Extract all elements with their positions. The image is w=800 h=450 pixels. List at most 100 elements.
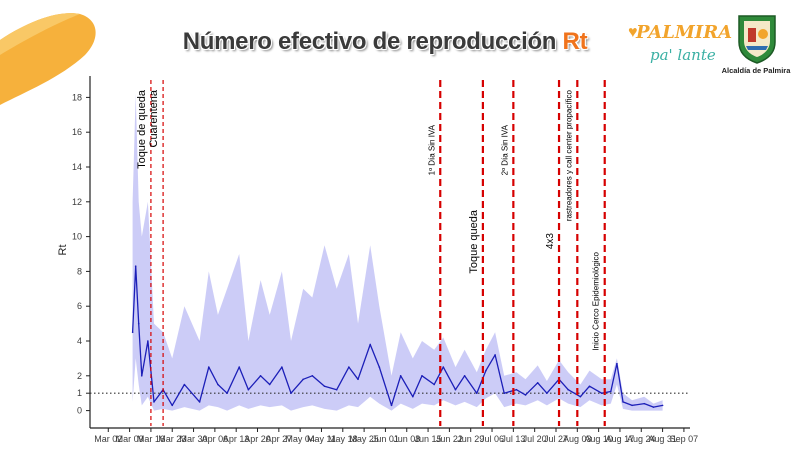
x-tick-label: Mar 02 bbox=[94, 434, 122, 444]
y-tick-label: 4 bbox=[77, 336, 82, 346]
y-tick-label: 16 bbox=[72, 127, 82, 137]
x-tick-label: Jun 08 bbox=[393, 434, 420, 444]
y-tick-label: 14 bbox=[72, 162, 82, 172]
event-label: Inicio Cerco Epidemiológico bbox=[592, 251, 601, 350]
rt-point bbox=[183, 383, 186, 386]
x-tick-label: Apr 20 bbox=[244, 434, 271, 444]
x-tick-label: May 18 bbox=[328, 434, 358, 444]
rt-point bbox=[610, 390, 612, 393]
x-tick-label: Mar 23 bbox=[158, 434, 186, 444]
event-label: 4x3 bbox=[545, 233, 556, 250]
event-label: Cuarentena bbox=[148, 89, 160, 147]
rt-point bbox=[238, 366, 241, 368]
rt-point bbox=[290, 392, 292, 395]
x-tick-label: Apr 27 bbox=[266, 434, 293, 444]
x-tick-label: Aug 31 bbox=[648, 434, 677, 444]
rt-point bbox=[171, 404, 174, 407]
rt-point bbox=[335, 388, 338, 391]
event-label: 2º Día Sin IVA bbox=[500, 124, 509, 175]
rt-point bbox=[524, 394, 527, 396]
y-tick-label: 1 bbox=[77, 388, 82, 398]
x-tick-label: Mar 30 bbox=[180, 434, 208, 444]
rt-point bbox=[390, 404, 393, 407]
corner-decoration bbox=[0, 13, 96, 106]
rt-point bbox=[616, 362, 618, 365]
rt-point bbox=[311, 375, 314, 377]
rt-point bbox=[153, 401, 155, 403]
rt-point bbox=[198, 401, 201, 403]
y-tick-label: 10 bbox=[72, 232, 82, 242]
x-tick-label: Jul 13 bbox=[501, 434, 525, 444]
rt-point bbox=[226, 392, 228, 395]
rt-point bbox=[600, 392, 603, 395]
rt-point bbox=[302, 378, 304, 381]
rt-point bbox=[643, 402, 646, 405]
x-tick-label: Jun 22 bbox=[436, 434, 463, 444]
brand-name: PALMIRA bbox=[636, 22, 733, 43]
title-main: Número efectivo de reproducción bbox=[182, 28, 563, 55]
rt-point bbox=[369, 343, 372, 346]
brand-slogan: pa' lante bbox=[650, 46, 716, 64]
municipal-seal-icon bbox=[738, 15, 776, 64]
rt-point bbox=[579, 395, 582, 398]
rt-point bbox=[137, 322, 140, 325]
rt-point bbox=[536, 381, 539, 384]
rt-point bbox=[281, 366, 283, 368]
x-tick-label: Mar 09 bbox=[116, 434, 144, 444]
x-tick-label: May 04 bbox=[285, 434, 315, 444]
rt-point bbox=[259, 375, 262, 377]
rt-point bbox=[485, 369, 487, 372]
rt-point bbox=[268, 383, 271, 386]
rt-point bbox=[661, 404, 664, 407]
heart-icon: ♥ bbox=[628, 24, 638, 41]
x-tick-label: May 11 bbox=[307, 434, 336, 444]
y-tick-label: 2 bbox=[77, 371, 82, 381]
rt-point bbox=[378, 366, 381, 368]
x-tick-label: Jul 27 bbox=[544, 434, 568, 444]
x-tick-label: Aug 10 bbox=[584, 434, 613, 444]
event-label: 1º Día Sin IVA bbox=[427, 124, 436, 175]
rt-point bbox=[207, 366, 210, 368]
x-tick-label: Jun 01 bbox=[372, 434, 399, 444]
x-tick-label: Aug 17 bbox=[606, 434, 635, 444]
title-accent: Rt bbox=[562, 28, 588, 55]
x-tick-label: Jul 20 bbox=[523, 434, 547, 444]
event-label: Toque de queda bbox=[136, 89, 148, 169]
x-tick-label: Mar 16 bbox=[137, 434, 165, 444]
rt-point bbox=[357, 378, 359, 381]
rt-point bbox=[515, 388, 518, 391]
event-label: rastreadores y call center propacífico bbox=[564, 89, 573, 221]
rt-point bbox=[588, 385, 591, 388]
rt-point bbox=[494, 354, 496, 356]
seal-caption: Alcaldía de Palmira bbox=[721, 66, 791, 75]
rt-point bbox=[622, 401, 624, 403]
x-tick-label: Apr 06 bbox=[202, 434, 229, 444]
rt-point bbox=[546, 392, 548, 395]
rt-point bbox=[412, 395, 414, 398]
rt-point bbox=[476, 392, 478, 395]
y-tick-label: 18 bbox=[72, 92, 82, 102]
y-tick-label: 12 bbox=[72, 197, 82, 207]
rt-point bbox=[134, 265, 137, 267]
rt-point bbox=[247, 388, 250, 391]
rt-point bbox=[503, 392, 506, 395]
rt-point bbox=[323, 385, 326, 388]
x-tick-label: Jun 29 bbox=[457, 434, 484, 444]
rt-point bbox=[131, 331, 134, 334]
confidence-band bbox=[132, 93, 663, 411]
rt-point bbox=[433, 383, 435, 386]
rt-point bbox=[463, 375, 466, 377]
rt-point bbox=[442, 366, 445, 368]
rt-point bbox=[421, 375, 423, 377]
y-tick-label: 6 bbox=[77, 301, 82, 311]
rt-point bbox=[454, 388, 457, 391]
x-tick-label: Sep 07 bbox=[670, 434, 699, 444]
rt-point bbox=[140, 375, 143, 377]
rt-point bbox=[147, 340, 149, 342]
rt-point bbox=[399, 375, 402, 377]
page-title: Número efectivo de reproducción Rt bbox=[160, 28, 610, 56]
x-tick-label: Jul 06 bbox=[480, 434, 504, 444]
y-tick-label: 0 bbox=[77, 406, 82, 416]
rt-point bbox=[567, 388, 569, 391]
